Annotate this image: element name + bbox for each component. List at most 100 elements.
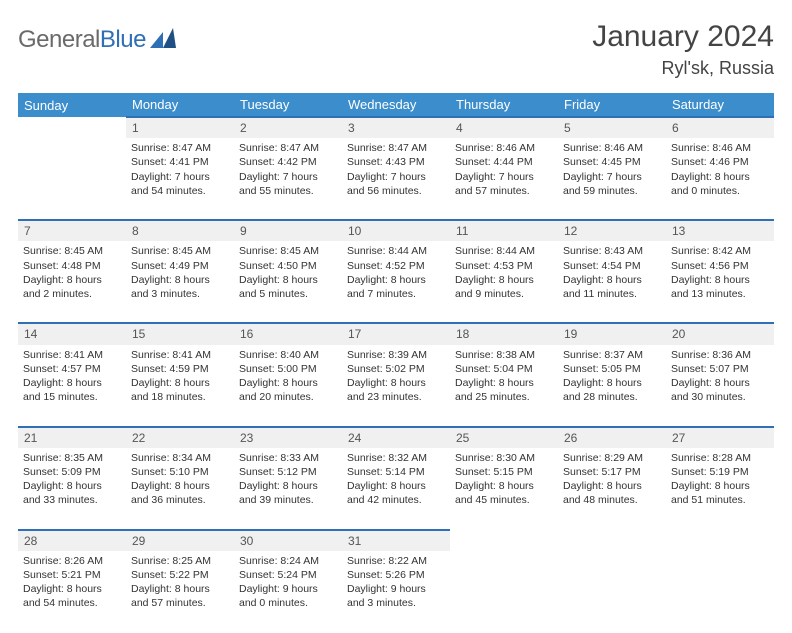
day-number: 17 bbox=[342, 323, 450, 344]
day-number: 28 bbox=[18, 530, 126, 551]
day-number: 11 bbox=[450, 220, 558, 241]
day1-text: Daylight: 8 hours bbox=[23, 582, 121, 596]
day-cell: Sunrise: 8:44 AMSunset: 4:53 PMDaylight:… bbox=[450, 241, 558, 323]
day1-text: Daylight: 8 hours bbox=[23, 376, 121, 390]
sunrise-text: Sunrise: 8:41 AM bbox=[23, 348, 121, 362]
sunrise-text: Sunrise: 8:35 AM bbox=[23, 451, 121, 465]
daynum-row: 21222324252627 bbox=[18, 427, 774, 448]
sunrise-text: Sunrise: 8:24 AM bbox=[239, 554, 337, 568]
day-cell: Sunrise: 8:39 AMSunset: 5:02 PMDaylight:… bbox=[342, 345, 450, 427]
day2-text: and 15 minutes. bbox=[23, 390, 121, 404]
sunset-text: Sunset: 4:54 PM bbox=[563, 259, 661, 273]
day-cell: Sunrise: 8:41 AMSunset: 4:59 PMDaylight:… bbox=[126, 345, 234, 427]
day2-text: and 54 minutes. bbox=[131, 184, 229, 198]
day-number: 22 bbox=[126, 427, 234, 448]
sunset-text: Sunset: 5:22 PM bbox=[131, 568, 229, 582]
day-cell: Sunrise: 8:28 AMSunset: 5:19 PMDaylight:… bbox=[666, 448, 774, 530]
logo: GeneralBlue bbox=[18, 26, 176, 54]
daynum-row: 123456 bbox=[18, 117, 774, 138]
col-saturday: Saturday bbox=[666, 93, 774, 117]
logo-text-general: General bbox=[18, 26, 100, 53]
logo-text-blue: Blue bbox=[100, 26, 146, 53]
day1-text: Daylight: 8 hours bbox=[347, 273, 445, 287]
sunset-text: Sunset: 4:50 PM bbox=[239, 259, 337, 273]
day-cell: Sunrise: 8:46 AMSunset: 4:45 PMDaylight:… bbox=[558, 138, 666, 220]
day-number: 15 bbox=[126, 323, 234, 344]
day-number: 25 bbox=[450, 427, 558, 448]
day2-text: and 3 minutes. bbox=[131, 287, 229, 301]
day-number: 30 bbox=[234, 530, 342, 551]
day1-text: Daylight: 8 hours bbox=[131, 582, 229, 596]
sunset-text: Sunset: 5:14 PM bbox=[347, 465, 445, 479]
sunset-text: Sunset: 5:02 PM bbox=[347, 362, 445, 376]
sunrise-text: Sunrise: 8:22 AM bbox=[347, 554, 445, 568]
day1-text: Daylight: 7 hours bbox=[455, 170, 553, 184]
day-number: 18 bbox=[450, 323, 558, 344]
day-number: 20 bbox=[666, 323, 774, 344]
day2-text: and 18 minutes. bbox=[131, 390, 229, 404]
sunrise-text: Sunrise: 8:44 AM bbox=[347, 244, 445, 258]
day1-text: Daylight: 8 hours bbox=[131, 273, 229, 287]
calendar-table: Sunday Monday Tuesday Wednesday Thursday… bbox=[18, 93, 774, 633]
day1-text: Daylight: 9 hours bbox=[347, 582, 445, 596]
header-row: Sunday Monday Tuesday Wednesday Thursday… bbox=[18, 93, 774, 117]
content-row: Sunrise: 8:47 AM Sunset: 4:41 PM Daylight:… bbox=[18, 138, 774, 220]
logo-text: GeneralBlue bbox=[18, 26, 146, 54]
location: Ryl'sk, Russia bbox=[592, 58, 774, 79]
sunset-text: Sunset: 5:00 PM bbox=[239, 362, 337, 376]
day-number: 16 bbox=[234, 323, 342, 344]
day2-text: and 30 minutes. bbox=[671, 390, 769, 404]
day-cell: Sunrise: 8:25 AMSunset: 5:22 PMDaylight:… bbox=[126, 551, 234, 633]
day2-text: and 9 minutes. bbox=[455, 287, 553, 301]
day-cell: Sunrise: 8:43 AMSunset: 4:54 PMDaylight:… bbox=[558, 241, 666, 323]
day1-text: Daylight: 7 hours bbox=[347, 170, 445, 184]
day2-text: and 13 minutes. bbox=[671, 287, 769, 301]
sunrise-text: Sunrise: 8:47 AM bbox=[347, 141, 445, 155]
day1-text: Daylight: 8 hours bbox=[455, 479, 553, 493]
day-cell: Sunrise: 8:37 AMSunset: 5:05 PMDaylight:… bbox=[558, 345, 666, 427]
sunrise-text: Sunrise: 8:29 AM bbox=[563, 451, 661, 465]
day-number bbox=[558, 530, 666, 551]
sunset-text: Sunset: 4:41 PM bbox=[131, 155, 229, 169]
day2-text: and 59 minutes. bbox=[563, 184, 661, 198]
day-number: 14 bbox=[18, 323, 126, 344]
day-number: 6 bbox=[666, 117, 774, 138]
day1-text: Daylight: 8 hours bbox=[563, 376, 661, 390]
day2-text: and 5 minutes. bbox=[239, 287, 337, 301]
sunset-text: Sunset: 5:21 PM bbox=[23, 568, 121, 582]
sunrise-text: Sunrise: 8:43 AM bbox=[563, 244, 661, 258]
day-number: 21 bbox=[18, 427, 126, 448]
day1-text: Daylight: 8 hours bbox=[239, 376, 337, 390]
day2-text: and 11 minutes. bbox=[563, 287, 661, 301]
daynum-row: 28293031 bbox=[18, 530, 774, 551]
day1-text: Daylight: 8 hours bbox=[347, 479, 445, 493]
day-number: 31 bbox=[342, 530, 450, 551]
day1-text: Daylight: 8 hours bbox=[131, 376, 229, 390]
day2-text: and 28 minutes. bbox=[563, 390, 661, 404]
day1-text: Daylight: 8 hours bbox=[23, 479, 121, 493]
day-cell: Sunrise: 8:34 AMSunset: 5:10 PMDaylight:… bbox=[126, 448, 234, 530]
day-number: 7 bbox=[18, 220, 126, 241]
day-cell: Sunrise: 8:45 AMSunset: 4:50 PMDaylight:… bbox=[234, 241, 342, 323]
day-number: 12 bbox=[558, 220, 666, 241]
sunset-text: Sunset: 5:10 PM bbox=[131, 465, 229, 479]
content-row: Sunrise: 8:35 AMSunset: 5:09 PMDaylight:… bbox=[18, 448, 774, 530]
sunset-text: Sunset: 5:15 PM bbox=[455, 465, 553, 479]
sunset-text: Sunset: 4:45 PM bbox=[563, 155, 661, 169]
sunrise-text: Sunrise: 8:45 AM bbox=[23, 244, 121, 258]
day-number: 23 bbox=[234, 427, 342, 448]
month-title: January 2024 bbox=[592, 20, 774, 54]
sunset-text: Sunset: 4:57 PM bbox=[23, 362, 121, 376]
day1-text: Daylight: 8 hours bbox=[131, 479, 229, 493]
col-sunday: Sunday bbox=[18, 93, 126, 117]
day2-text: and 25 minutes. bbox=[455, 390, 553, 404]
day-cell: Sunrise: 8:44 AMSunset: 4:52 PMDaylight:… bbox=[342, 241, 450, 323]
sunset-text: Sunset: 4:49 PM bbox=[131, 259, 229, 273]
sunset-text: Sunset: 4:46 PM bbox=[671, 155, 769, 169]
day1-text: Daylight: 8 hours bbox=[239, 479, 337, 493]
day-number bbox=[18, 117, 126, 138]
sunrise-text: Sunrise: 8:34 AM bbox=[131, 451, 229, 465]
day-cell: Sunrise: 8:36 AMSunset: 5:07 PMDaylight:… bbox=[666, 345, 774, 427]
sunset-text: Sunset: 5:07 PM bbox=[671, 362, 769, 376]
day-cell: Sunrise: 8:40 AMSunset: 5:00 PMDaylight:… bbox=[234, 345, 342, 427]
